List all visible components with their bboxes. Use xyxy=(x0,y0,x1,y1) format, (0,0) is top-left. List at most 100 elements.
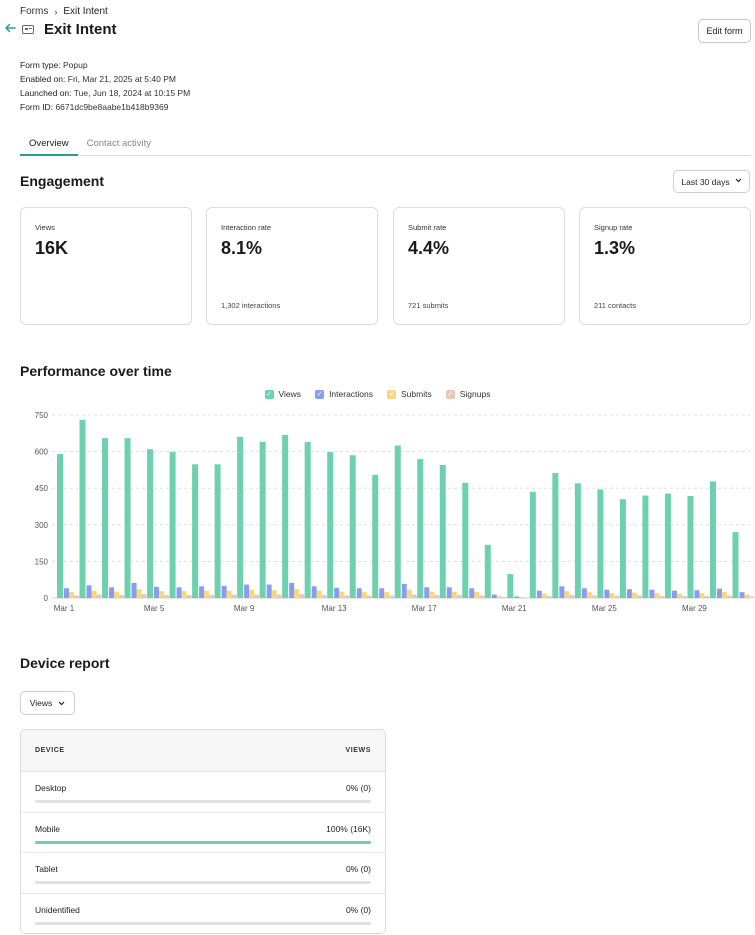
bar-interactions xyxy=(604,589,610,598)
table-row: Tablet 0% (0) xyxy=(21,853,385,894)
bar-interactions xyxy=(649,589,655,598)
metric-dropdown[interactable]: Views xyxy=(20,691,75,715)
bar-interactions xyxy=(289,582,295,598)
bar-views xyxy=(147,449,154,598)
bar-interactions xyxy=(154,586,160,598)
device-report-title: Device report xyxy=(20,655,110,671)
x-tick-label: Mar 29 xyxy=(682,604,707,613)
bar-signups xyxy=(546,596,552,598)
table-row: Desktop 0% (0) xyxy=(21,772,385,813)
bar-submits xyxy=(226,590,232,598)
x-tick-label: Mar 17 xyxy=(412,604,437,613)
card-sub: 721 submits xyxy=(408,301,449,310)
meta-form-id: Form ID: 6671dc9be8aabe1b418b9369 xyxy=(20,102,169,112)
bar-submits xyxy=(271,590,277,598)
meta-form-type: Form type: Popup xyxy=(20,60,88,70)
bar-submits xyxy=(181,591,187,598)
legend-interactions[interactable]: ✓ Interactions xyxy=(315,389,374,399)
bar-signups xyxy=(321,595,327,598)
bar-interactions xyxy=(131,582,137,598)
y-tick-label: 750 xyxy=(35,411,49,420)
card-label: Views xyxy=(35,223,55,232)
device-value: 0% (0) xyxy=(345,783,371,793)
bar-signups xyxy=(164,595,170,598)
interaction-rate-card: Interaction rate 8.1% 1,302 interactions xyxy=(206,207,378,325)
legend-submits[interactable]: ✓ Submits xyxy=(387,389,432,399)
bar-signups xyxy=(119,595,125,598)
bar-interactions xyxy=(64,588,69,598)
bar-signups xyxy=(636,595,642,598)
bar-submits xyxy=(294,589,300,598)
chart-legend: ✓ Views ✓ Interactions ✓ Submits ✓ Signu… xyxy=(0,389,755,399)
checkbox-icon: ✓ xyxy=(315,389,325,399)
x-tick-label: Mar 5 xyxy=(144,604,165,613)
tab-overview[interactable]: Overview xyxy=(20,134,78,156)
card-value: 16K xyxy=(35,238,69,258)
col-device: DEVICE xyxy=(35,747,65,754)
bar-signups xyxy=(479,595,485,598)
checkbox-icon: ✓ xyxy=(264,389,274,399)
bar-signups xyxy=(456,595,462,598)
bar-interactions xyxy=(424,587,430,598)
bar-signups xyxy=(276,594,282,598)
bar-submits xyxy=(136,589,142,598)
bar-views xyxy=(237,436,244,598)
bar-interactions xyxy=(334,587,340,598)
bar-interactions xyxy=(581,588,587,598)
bar-signups xyxy=(74,595,79,598)
progress-bar xyxy=(35,800,371,803)
breadcrumb-forms-link[interactable]: Forms xyxy=(20,6,49,17)
bar-views xyxy=(687,496,694,598)
bar-submits xyxy=(721,592,727,598)
page-title: Exit Intent xyxy=(44,21,117,38)
tab-bar: Overview Contact activity xyxy=(20,134,751,156)
table-row: Mobile 100% (16K) xyxy=(21,813,385,853)
bar-views xyxy=(259,441,266,598)
bar-views xyxy=(462,482,469,598)
bar-submits xyxy=(249,589,255,598)
device-name: Tablet xyxy=(35,864,58,874)
meta-launched-on: Launched on: Tue, Jun 18, 2024 at 10:15 … xyxy=(20,88,191,98)
bar-interactions xyxy=(379,588,385,598)
bar-signups xyxy=(389,595,395,598)
bar-submits xyxy=(744,594,750,598)
bar-views xyxy=(169,452,176,598)
bar-submits xyxy=(474,592,480,598)
bar-submits xyxy=(654,593,660,598)
legend-signups[interactable]: ✓ Signups xyxy=(445,389,491,399)
x-tick-label: Mar 9 xyxy=(234,604,255,613)
bar-signups xyxy=(344,595,350,598)
bar-submits xyxy=(699,593,705,598)
bar-interactions xyxy=(446,587,452,598)
bar-submits xyxy=(496,596,502,598)
bar-submits xyxy=(384,592,390,598)
bar-views xyxy=(304,441,311,598)
bar-interactions xyxy=(559,586,565,598)
bar-signups xyxy=(411,594,417,598)
y-tick-label: 150 xyxy=(35,557,49,566)
date-range-dropdown[interactable]: Last 30 days xyxy=(673,170,750,193)
card-label: Interaction rate xyxy=(221,223,272,232)
bar-interactions xyxy=(244,584,250,598)
bar-signups xyxy=(186,595,192,598)
bar-views xyxy=(597,489,604,598)
bar-interactions xyxy=(266,584,272,598)
device-name: Unidentified xyxy=(35,904,80,915)
bar-submits xyxy=(69,592,74,598)
performance-title: Performance over time xyxy=(20,363,172,379)
card-sub: 1,302 interactions xyxy=(221,301,281,310)
bar-interactions xyxy=(626,589,632,598)
bar-signups xyxy=(299,594,305,598)
bar-signups xyxy=(704,596,710,598)
tab-contact-activity[interactable]: Contact activity xyxy=(86,138,152,149)
x-tick-label: Mar 1 xyxy=(54,604,75,613)
bar-submits xyxy=(451,591,457,598)
back-arrow-icon[interactable] xyxy=(4,22,18,38)
bar-views xyxy=(529,491,536,598)
submit-rate-card: Submit rate 4.4% 721 submits xyxy=(393,207,565,325)
engagement-title: Engagement xyxy=(20,173,105,189)
y-tick-label: 300 xyxy=(35,521,49,530)
chevron-down-icon xyxy=(58,698,65,708)
edit-form-button[interactable]: Edit form xyxy=(698,19,751,43)
legend-views[interactable]: ✓ Views xyxy=(264,389,302,399)
